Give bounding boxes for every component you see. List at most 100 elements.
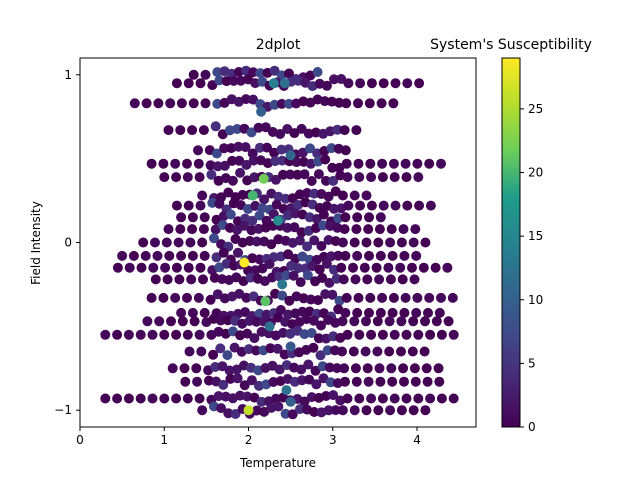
scatter-point (175, 224, 186, 235)
scatter-point (158, 292, 169, 303)
scatter-point (337, 405, 348, 416)
scatter-point (152, 250, 163, 261)
scatter-point-highlight (273, 215, 283, 226)
scatter-point (242, 328, 253, 339)
scatter-point (434, 376, 445, 387)
scatter-point (265, 343, 276, 354)
scatter-point (377, 393, 388, 404)
scatter-point (396, 346, 406, 357)
scatter-point (183, 262, 194, 273)
scatter-point (210, 121, 221, 132)
scatter-point (164, 250, 175, 261)
scatter-point (339, 363, 350, 374)
scatter-point (200, 98, 211, 109)
scatter-point (371, 262, 382, 273)
scatter-point (355, 78, 366, 89)
scatter-point-highlight (281, 385, 292, 396)
scatter-point (179, 363, 190, 374)
scatter-point (388, 98, 399, 109)
colorbar-tick-label: 15 (528, 229, 543, 243)
scatter-point (408, 405, 419, 416)
scatter-point (195, 78, 206, 89)
scatter-point (284, 98, 294, 109)
scatter-point (297, 375, 307, 386)
scatter-point (313, 169, 324, 180)
scatter-point (349, 316, 360, 327)
scatter-point (254, 142, 265, 153)
scatter-point (375, 307, 386, 318)
scatter-point (342, 329, 353, 340)
scatter-point (420, 237, 431, 248)
scatter-point (310, 365, 321, 376)
scatter-point (388, 158, 399, 169)
scatter-point (348, 262, 358, 273)
scatter-point (349, 237, 360, 248)
scatter-point (411, 307, 422, 318)
scatter-point (354, 393, 365, 404)
scatter-point-highlight (239, 257, 250, 268)
x-tick-label: 1 (160, 433, 168, 447)
scatter-point (207, 80, 218, 91)
scatter-point (323, 405, 334, 416)
scatter-point (402, 200, 413, 211)
scatter-point (396, 405, 407, 416)
scatter-point (419, 346, 430, 357)
scatter-point (436, 292, 446, 303)
scatter-point (353, 292, 364, 303)
scatter-point (377, 158, 388, 169)
scatter-point (348, 346, 359, 357)
scatter-point (319, 96, 330, 107)
scatter-point (414, 78, 425, 89)
scatter-point (225, 373, 236, 384)
scatter-point (150, 274, 161, 285)
scatter-point (374, 274, 385, 285)
colorbar-tick-label: 0 (528, 420, 536, 434)
scatter-point (351, 125, 362, 136)
scatter-point (196, 346, 207, 357)
colorbar-ticks: 0 5 10 15 20 25 (520, 102, 543, 434)
scatter-point (217, 361, 228, 372)
scatter-point (308, 315, 319, 326)
scatter-point-highlight (256, 106, 267, 117)
scatter-point (350, 363, 361, 374)
scatter-point (195, 200, 206, 211)
colorbar-tick-label: 10 (528, 293, 543, 307)
scatter-point-highlight (268, 78, 279, 89)
scatter-point (299, 169, 310, 180)
scatter-point (210, 224, 221, 235)
scatter-point (342, 393, 353, 404)
scatter-point (171, 200, 182, 211)
scatter-point (339, 125, 350, 136)
scatter-point (193, 292, 204, 303)
scatter-point (448, 393, 459, 404)
scatter-point (302, 270, 313, 281)
scatter-point (171, 329, 182, 340)
scatter-point (383, 262, 394, 273)
scatter-point (288, 270, 299, 281)
scatter-point (173, 237, 184, 248)
scatter-point (340, 307, 351, 318)
scatter-point (266, 239, 277, 250)
scatter-point (436, 158, 446, 169)
scatter-point (219, 160, 230, 171)
scatter-point (387, 376, 398, 387)
scatter-point (273, 312, 283, 323)
x-tick-label: 4 (413, 433, 421, 447)
scatter-point (253, 122, 264, 133)
scatter-point (219, 143, 230, 154)
scatter-point (342, 172, 353, 183)
scatter-point (260, 122, 271, 133)
scatter-point (215, 315, 226, 326)
scatter-point (296, 123, 307, 134)
scatter-point (361, 190, 372, 201)
scatter-point (198, 274, 208, 285)
scatter-point (373, 237, 384, 248)
scatter-point (163, 125, 174, 136)
scatter-point (363, 224, 374, 235)
scatter-point (374, 363, 385, 374)
scatter-point (194, 329, 205, 340)
scatter-point-highlight (279, 78, 290, 89)
scatter-point (312, 67, 323, 77)
scatter-point (251, 236, 262, 247)
scatter-point (377, 329, 388, 340)
